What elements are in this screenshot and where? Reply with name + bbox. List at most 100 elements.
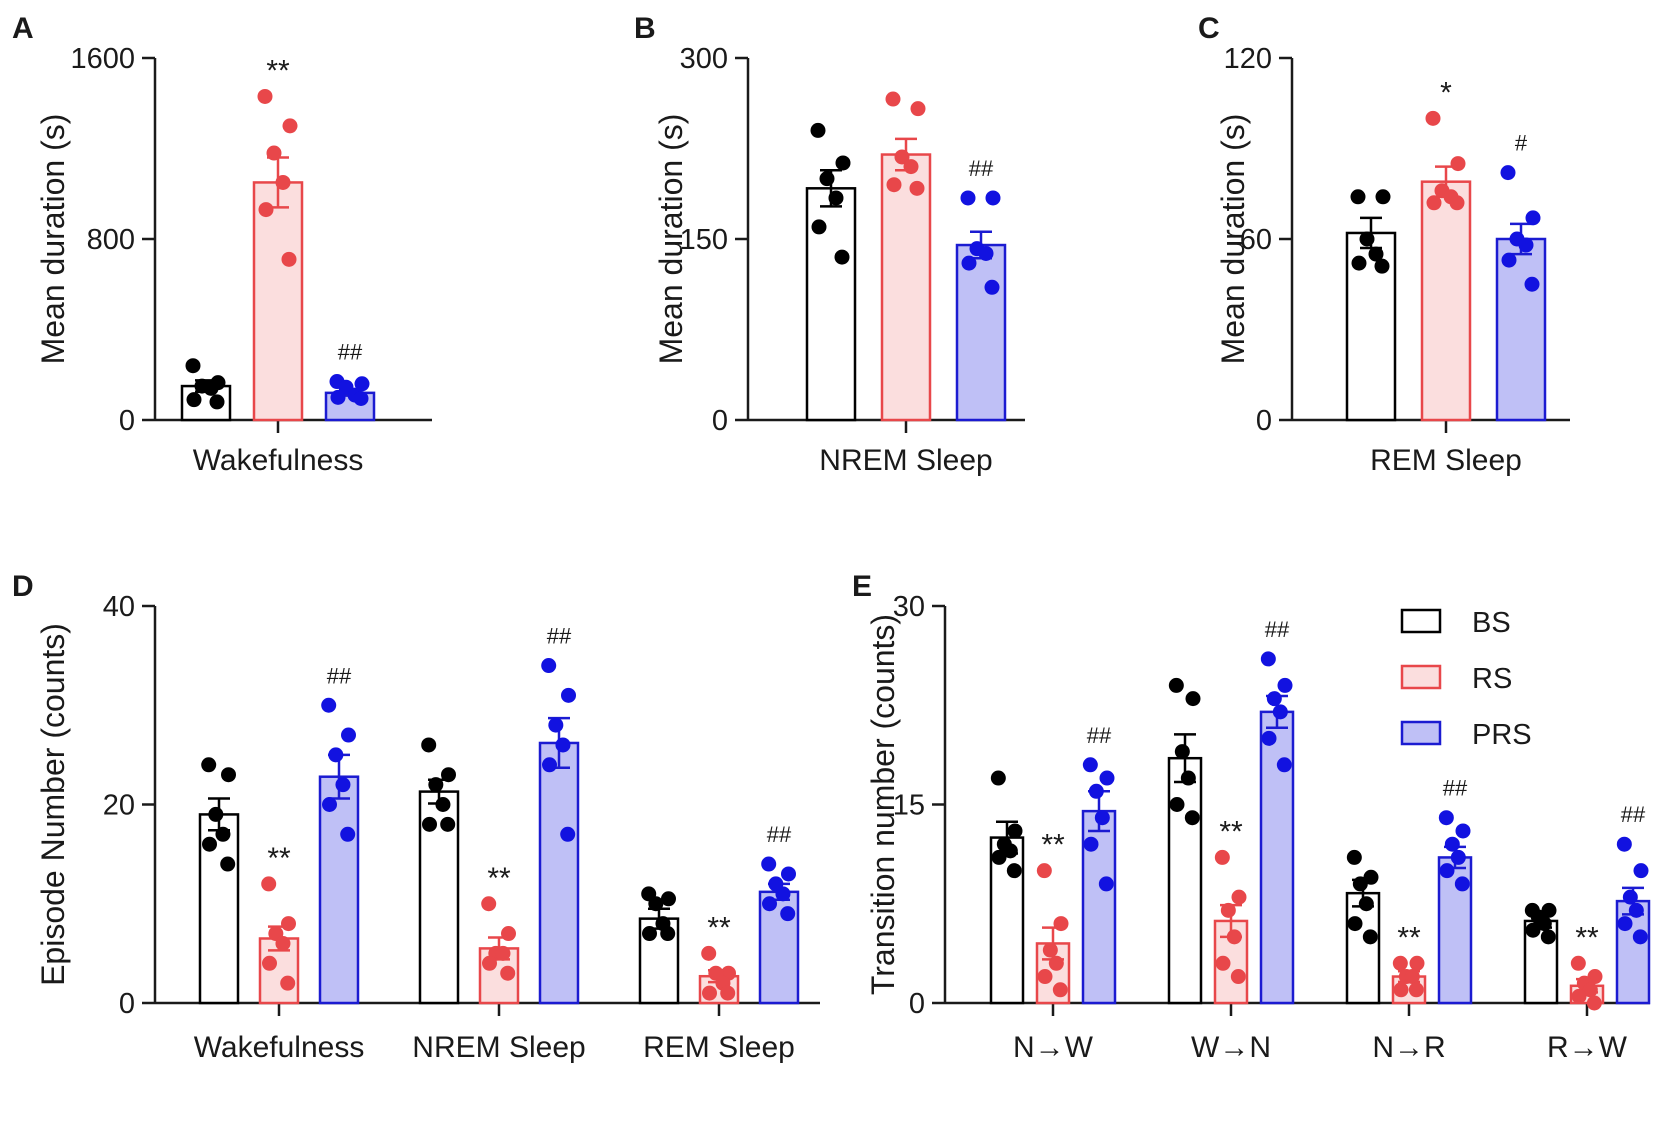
data-point xyxy=(978,245,994,261)
data-point xyxy=(1352,876,1368,892)
data-point xyxy=(501,926,516,942)
panel-letter: D xyxy=(12,570,34,603)
data-point xyxy=(435,797,451,812)
data-point xyxy=(1276,757,1292,773)
significance-label: ** xyxy=(487,862,511,895)
data-point xyxy=(761,856,777,872)
data-point xyxy=(322,797,337,812)
data-point xyxy=(321,697,337,713)
data-point xyxy=(1404,969,1420,985)
data-point xyxy=(1088,783,1104,799)
data-point xyxy=(1215,955,1231,971)
data-point xyxy=(1214,849,1230,865)
data-point xyxy=(1500,165,1516,181)
x-category-label: NREM Sleep xyxy=(412,1031,585,1064)
x-category-label: NREM Sleep xyxy=(819,444,992,477)
y-axis-title: Mean duration (s) xyxy=(1215,114,1251,365)
data-point xyxy=(1571,988,1587,1004)
data-point xyxy=(1409,955,1425,971)
data-point xyxy=(1052,982,1068,998)
data-point xyxy=(910,101,926,117)
data-point xyxy=(1582,982,1598,998)
data-point xyxy=(186,392,202,408)
data-point xyxy=(1083,836,1099,852)
data-point xyxy=(1425,110,1441,126)
data-point xyxy=(495,945,511,961)
data-point xyxy=(835,155,851,171)
data-point xyxy=(1540,929,1556,945)
data-point xyxy=(1426,195,1442,211)
bar-bs xyxy=(1345,891,1381,1005)
data-point xyxy=(1392,955,1408,971)
data-point xyxy=(422,816,437,832)
data-point xyxy=(1525,922,1541,938)
x-category-label: REM Sleep xyxy=(1370,444,1522,477)
significance-label: ** xyxy=(1397,921,1421,954)
bar-prs xyxy=(1259,710,1295,1005)
data-point xyxy=(1185,691,1201,707)
significance-label: ## xyxy=(547,624,572,649)
data-point xyxy=(985,190,1001,206)
data-point xyxy=(208,806,224,822)
data-point xyxy=(834,249,850,265)
y-axis-title: Transition number (counts) xyxy=(865,614,901,995)
data-point xyxy=(353,391,369,407)
data-point xyxy=(1622,889,1638,905)
significance-label: # xyxy=(1515,131,1528,156)
data-point xyxy=(335,777,351,793)
data-point xyxy=(648,896,664,912)
data-point xyxy=(1351,255,1367,271)
y-tick-label: 120 xyxy=(1224,43,1272,75)
data-point xyxy=(561,687,576,703)
legend-label-rs: RS xyxy=(1472,663,1512,695)
data-point xyxy=(1346,849,1362,865)
data-point xyxy=(1359,231,1375,247)
data-point xyxy=(261,876,277,892)
data-point xyxy=(984,279,1000,295)
data-point xyxy=(1230,969,1246,985)
significance-label: ** xyxy=(1041,829,1065,862)
data-point xyxy=(1260,651,1276,667)
data-point xyxy=(1048,955,1064,971)
panel-letter: B xyxy=(634,12,656,45)
panel-letter: A xyxy=(12,12,34,45)
significance-label: ** xyxy=(266,54,290,87)
significance-label: ## xyxy=(767,822,792,847)
x-category-label: W→N xyxy=(1191,1031,1271,1064)
data-point xyxy=(1184,810,1200,826)
data-point xyxy=(281,251,297,267)
data-point xyxy=(1524,276,1540,292)
data-point xyxy=(1449,195,1465,211)
data-point xyxy=(1518,237,1534,253)
data-point xyxy=(1350,189,1366,205)
data-point xyxy=(1368,246,1384,262)
data-point xyxy=(661,891,676,907)
panel-letter: C xyxy=(1198,12,1220,45)
data-point xyxy=(1393,982,1409,998)
data-point xyxy=(560,826,576,842)
data-point xyxy=(1444,836,1460,852)
data-point xyxy=(1037,969,1053,985)
data-point xyxy=(1525,210,1541,226)
data-point xyxy=(1042,942,1058,958)
data-point xyxy=(1261,730,1277,746)
data-point xyxy=(1617,916,1633,932)
significance-label: ## xyxy=(1443,776,1468,801)
x-category-label: R→W xyxy=(1547,1031,1628,1064)
y-axis-title: Mean duration (s) xyxy=(653,114,689,365)
data-point xyxy=(1180,770,1196,786)
data-point xyxy=(209,394,225,410)
y-tick-label: 0 xyxy=(712,405,728,437)
y-tick-label: 60 xyxy=(1240,224,1272,256)
y-tick-label: 800 xyxy=(87,224,135,256)
data-point xyxy=(221,767,236,783)
data-point xyxy=(903,159,919,175)
data-point xyxy=(1375,189,1391,205)
data-point xyxy=(541,658,557,674)
significance-label: ## xyxy=(338,340,363,365)
data-point xyxy=(215,826,231,842)
x-category-label: N→R xyxy=(1372,1031,1445,1064)
data-point xyxy=(266,145,282,161)
data-point xyxy=(990,770,1006,786)
y-tick-label: 0 xyxy=(119,405,135,437)
